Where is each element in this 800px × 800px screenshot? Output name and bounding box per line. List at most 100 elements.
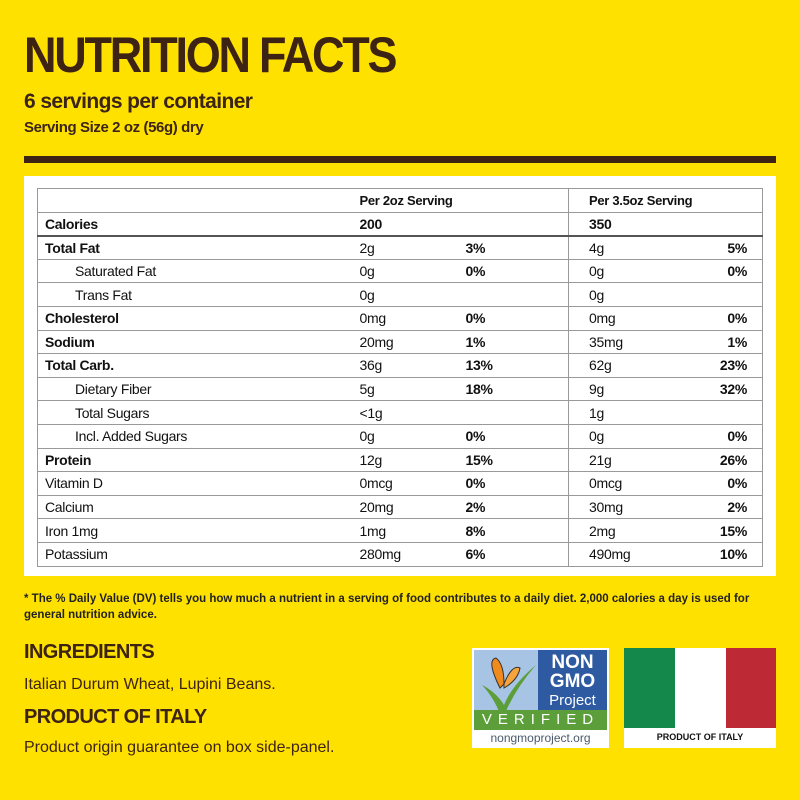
nutrient-label: Saturated Fat <box>37 259 353 284</box>
value-3-5oz: 0g <box>568 424 679 449</box>
value-3-5oz: 0g <box>568 259 679 284</box>
dv-2oz: 0% <box>458 424 569 449</box>
table-row: Potassium 280mg 6% 490mg 10% <box>37 542 763 567</box>
dv-3-5oz: 1% <box>678 330 763 355</box>
table-row: Sodium 20mg 1% 35mg 1% <box>37 330 763 355</box>
non-gmo-verified-logo: NON GMO Project VERIFIED nongmoproject.org <box>472 648 609 748</box>
value-2oz: 0mcg <box>352 471 459 496</box>
value-3-5oz: 1g <box>568 400 679 425</box>
value-2oz: 12g <box>352 448 459 473</box>
value-2oz: 0g <box>352 282 459 307</box>
value-2oz: 0g <box>352 424 459 449</box>
dv-2oz: 13% <box>458 353 569 378</box>
divider <box>24 156 776 163</box>
calories-row: Calories 200 350 <box>37 212 763 237</box>
value-2oz: 2g <box>352 235 459 260</box>
servings-per-container: 6 servings per container <box>24 90 253 113</box>
table-row: Total Carb. 36g 13% 62g 23% <box>37 353 763 378</box>
calories-3-5oz: 350 <box>568 212 679 237</box>
header-per-2oz: Per 2oz Serving <box>352 188 569 213</box>
dv-2oz: 0% <box>458 259 569 284</box>
value-2oz: 0g <box>352 259 459 284</box>
nongmo-url: nongmoproject.org <box>490 731 591 745</box>
dv-3-5oz: 15% <box>678 518 763 543</box>
value-3-5oz: 35mg <box>568 330 679 355</box>
nongmo-line2: GMO <box>549 671 596 692</box>
value-2oz: 0mg <box>352 306 459 331</box>
nutrient-label: Total Carb. <box>37 353 353 378</box>
origin-heading: PRODUCT OF ITALY <box>24 706 207 728</box>
flag-caption: PRODUCT OF ITALY <box>656 732 744 742</box>
dv-3-5oz: 32% <box>678 377 763 402</box>
value-3-5oz: 62g <box>568 353 679 378</box>
italy-flag: PRODUCT OF ITALY <box>624 648 776 748</box>
calories-2oz: 200 <box>352 212 459 237</box>
nutrient-label: Sodium <box>37 330 353 355</box>
ingredients-heading: INGREDIENTS <box>24 641 155 663</box>
table-row: Total Fat 2g 3% 4g 5% <box>37 235 763 260</box>
value-3-5oz: 4g <box>568 235 679 260</box>
serving-size: Serving Size 2 oz (56g) dry <box>24 119 204 136</box>
table-row: Dietary Fiber 5g 18% 9g 32% <box>37 377 763 402</box>
value-3-5oz: 0mcg <box>568 471 679 496</box>
nutrient-label: Incl. Added Sugars <box>37 424 353 449</box>
dv-3-5oz: 26% <box>678 448 763 473</box>
nutrient-label: Vitamin D <box>37 471 353 496</box>
table-row: Cholesterol 0mg 0% 0mg 0% <box>37 306 763 331</box>
flag-green <box>624 648 675 728</box>
dv-2oz: 18% <box>458 377 569 402</box>
page-title: NUTRITION FACTS <box>24 27 397 83</box>
nutrient-label: Protein <box>37 448 353 473</box>
value-3-5oz: 0g <box>568 282 679 307</box>
dv-2oz: 0% <box>458 306 569 331</box>
nongmo-line1: NON <box>551 652 594 673</box>
table-row: Iron 1mg 1mg 8% 2mg 15% <box>37 518 763 543</box>
nutrition-table: Per 2oz Serving Per 3.5oz Serving Calori… <box>37 188 763 567</box>
dv-2oz: 0% <box>458 471 569 496</box>
nutrient-label: Total Sugars <box>37 400 353 425</box>
value-3-5oz: 9g <box>568 377 679 402</box>
value-3-5oz: 490mg <box>568 542 679 567</box>
value-2oz: 36g <box>352 353 459 378</box>
footnote: * The % Daily Value (DV) tells you how m… <box>24 593 750 621</box>
value-3-5oz: 0mg <box>568 306 679 331</box>
flag-red <box>726 648 776 728</box>
dv-3-5oz: 0% <box>678 471 763 496</box>
value-2oz: 1mg <box>352 518 459 543</box>
table-header: Per 2oz Serving Per 3.5oz Serving <box>37 188 763 213</box>
dv-3-5oz: 2% <box>678 495 763 520</box>
dv-3-5oz <box>678 400 763 425</box>
ingredients-text: Italian Durum Wheat, Lupini Beans. <box>24 676 276 693</box>
value-2oz: 5g <box>352 377 459 402</box>
nutrient-label: Dietary Fiber <box>37 377 353 402</box>
calories-label: Calories <box>37 212 353 237</box>
dv-3-5oz: 5% <box>678 235 763 260</box>
value-2oz: 20mg <box>352 330 459 355</box>
header-per-3-5oz: Per 3.5oz Serving <box>568 188 763 213</box>
dv-2oz: 1% <box>458 330 569 355</box>
table-row: Incl. Added Sugars 0g 0% 0g 0% <box>37 424 763 449</box>
value-2oz: 20mg <box>352 495 459 520</box>
dv-3-5oz: 0% <box>678 259 763 284</box>
dv-3-5oz: 0% <box>678 306 763 331</box>
table-row: Total Sugars <1g 1g <box>37 400 763 425</box>
value-2oz: 280mg <box>352 542 459 567</box>
verified-banner: VERIFIED <box>474 710 607 730</box>
table-row: Vitamin D 0mcg 0% 0mcg 0% <box>37 471 763 496</box>
table-row: Trans Fat 0g 0g <box>37 282 763 307</box>
value-3-5oz: 2mg <box>568 518 679 543</box>
dv-2oz: 15% <box>458 448 569 473</box>
dv-2oz: 2% <box>458 495 569 520</box>
nutrient-label: Calcium <box>37 495 353 520</box>
nutrient-label: Cholesterol <box>37 306 353 331</box>
header-label <box>37 188 353 213</box>
dv-2oz: 8% <box>458 518 569 543</box>
table-row: Saturated Fat 0g 0% 0g 0% <box>37 259 763 284</box>
dv-2oz <box>458 282 569 307</box>
nutrient-label: Iron 1mg <box>37 518 353 543</box>
value-3-5oz: 21g <box>568 448 679 473</box>
dv-3-5oz: 0% <box>678 424 763 449</box>
dv-2oz <box>458 400 569 425</box>
nutrient-label: Total Fat <box>37 235 353 260</box>
value-3-5oz: 30mg <box>568 495 679 520</box>
